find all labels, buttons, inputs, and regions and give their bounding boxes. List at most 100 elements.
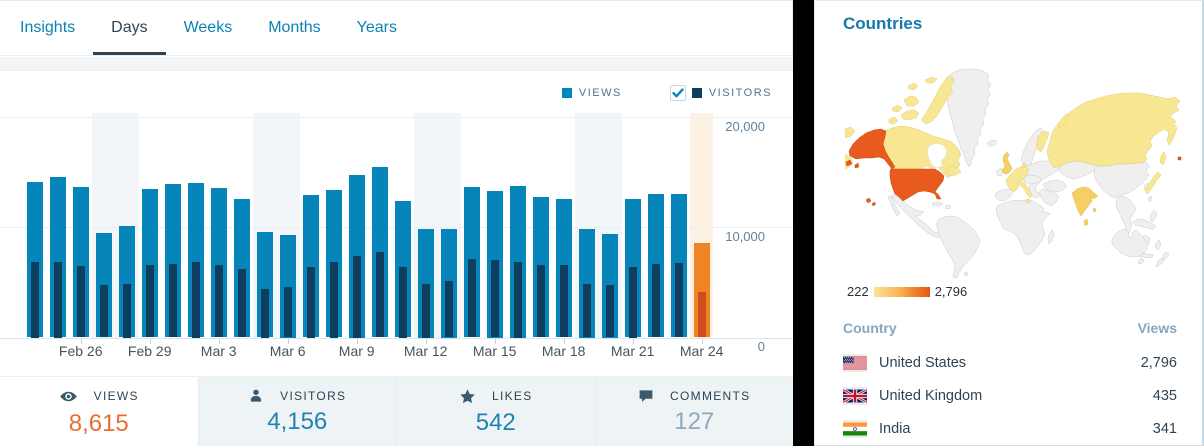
map-western-europe[interactable] — [1005, 165, 1030, 193]
map-hispaniola[interactable] — [944, 204, 952, 210]
map-tasmania[interactable] — [1137, 257, 1145, 265]
map-italy[interactable] — [1020, 181, 1033, 204]
bar-visitors-Mar 21[interactable] — [628, 267, 637, 338]
map-australia[interactable] — [1111, 228, 1148, 258]
map-philippines[interactable] — [1149, 209, 1158, 223]
summary-tab-likes[interactable]: LIKES 542 — [396, 377, 595, 446]
bar-visitors-Feb 26[interactable] — [76, 265, 85, 338]
bar-visitors-Mar 22[interactable] — [651, 264, 660, 338]
map-sakhalin[interactable] — [1159, 151, 1167, 166]
country-row-in[interactable]: India 341 — [843, 412, 1177, 445]
map-andaman[interactable] — [1092, 207, 1097, 213]
bar-visitors-Mar 13[interactable] — [444, 281, 453, 338]
map-united-states[interactable] — [889, 168, 945, 202]
map-ireland[interactable] — [996, 167, 1005, 177]
bar-visitors-Feb 24[interactable] — [30, 261, 39, 338]
map-russia[interactable] — [1046, 92, 1181, 169]
bar-visitors-Mar 1[interactable] — [168, 263, 177, 338]
map-cuba[interactable] — [931, 201, 944, 207]
period-tab-weeks[interactable]: Weeks — [183, 19, 233, 36]
country-views: 435 — [1152, 387, 1177, 404]
bar-visitors-Feb 25[interactable] — [53, 262, 62, 338]
y-axis-label: 10,000 — [725, 228, 765, 244]
map-taiwan[interactable] — [1147, 195, 1153, 203]
period-tab-years[interactable]: Years — [356, 19, 397, 36]
bar-visitors-Mar 11[interactable] — [398, 267, 407, 338]
bar-visitors-Mar 24[interactable] — [697, 291, 706, 338]
summary-label-text: VIEWS — [93, 389, 139, 403]
map-finland[interactable] — [1036, 130, 1050, 153]
bar-visitors-Mar 4[interactable] — [237, 269, 246, 338]
map-turkey[interactable] — [1022, 174, 1043, 185]
country-row-gb[interactable]: United Kingdom 435 — [843, 379, 1177, 412]
x-axis-label: Feb 26 — [58, 342, 103, 359]
map-island-dot[interactable] — [1177, 156, 1182, 161]
bar-chart: 0 10,000 20,000 Feb 26 Feb 29 Mar 3 Mar 6 Mar 9… — [0, 71, 793, 446]
bar-visitors-Mar 6[interactable] — [283, 287, 292, 338]
country-row-us[interactable]: United States 2,796 — [843, 346, 1177, 379]
visitors-checkbox[interactable] — [669, 85, 686, 101]
map-iran[interactable] — [1042, 179, 1068, 193]
map-arabia[interactable] — [1038, 188, 1060, 207]
map-iberia[interactable] — [994, 188, 1014, 202]
bar-visitors-Mar 12[interactable] — [421, 283, 430, 338]
x-axis-label: Mar 15 — [472, 342, 517, 359]
map-africa[interactable] — [995, 199, 1051, 256]
bar-visitors-Feb 27[interactable] — [99, 285, 108, 338]
map-baja[interactable] — [887, 195, 901, 217]
bar-visitors-Mar 2[interactable] — [191, 261, 200, 338]
map-iceland[interactable] — [986, 139, 998, 147]
bar-visitors-Mar 7[interactable] — [306, 266, 315, 338]
bar-visitors-Mar 3[interactable] — [214, 264, 223, 338]
map-greenland[interactable] — [944, 68, 992, 168]
bar-visitors-Mar 16[interactable] — [513, 261, 522, 338]
map-canada-islands[interactable] — [888, 75, 955, 125]
period-tab-insights[interactable]: Insights — [20, 19, 76, 36]
bar-visitors-Mar 19[interactable] — [582, 284, 591, 338]
period-tab-months[interactable]: Months — [268, 19, 321, 36]
bar-visitors-Mar 5[interactable] — [260, 288, 269, 338]
bar-visitors-Mar 9[interactable] — [352, 256, 361, 338]
bar-visitors-Mar 23[interactable] — [674, 263, 683, 338]
bar-visitors-Mar 10[interactable] — [375, 251, 384, 338]
bar-visitors-Feb 29[interactable] — [145, 264, 154, 338]
map-alaska[interactable] — [845, 128, 896, 170]
map-india[interactable] — [1071, 186, 1099, 217]
summary-tab-views[interactable]: VIEWS 8,615 — [0, 377, 198, 446]
map-falklands[interactable] — [963, 271, 969, 277]
chart-legend: VIEWS VISITORS — [561, 81, 772, 105]
bar-visitors-Mar 15[interactable] — [490, 260, 499, 338]
country-name: United States — [879, 354, 967, 371]
map-new-guinea[interactable] — [1132, 218, 1157, 230]
map-sulawesi[interactable] — [1154, 239, 1162, 251]
map-sri-lanka[interactable] — [1083, 218, 1089, 227]
summary-tab-comments[interactable]: COMMENTS 127 — [594, 377, 793, 446]
bar-visitors-Mar 20[interactable] — [605, 285, 614, 338]
map-new-zealand[interactable] — [1155, 251, 1170, 268]
map-china[interactable] — [1093, 161, 1150, 199]
bar-visitors-Mar 14[interactable] — [467, 259, 476, 338]
map-hawaii[interactable] — [865, 197, 877, 207]
map-denmark[interactable] — [1021, 162, 1027, 169]
bar-visitors-Mar 17[interactable] — [536, 265, 545, 338]
map-indochina[interactable] — [1115, 195, 1137, 236]
bar-visitors-Feb 28[interactable] — [122, 283, 131, 338]
stats-panel: Insights Days Weeks Months Years 0 10,000 20,0… — [0, 0, 793, 446]
map-madagascar[interactable] — [1047, 229, 1055, 245]
map-maritimes[interactable] — [945, 165, 962, 177]
map-mexico[interactable] — [891, 193, 942, 239]
views-swatch-icon — [561, 88, 572, 98]
map-novaya-zemlya[interactable] — [1057, 113, 1070, 129]
period-tab-days[interactable]: Days — [93, 1, 166, 55]
summary-tab-visitors[interactable]: VISITORS 4,156 — [197, 377, 396, 446]
world-map[interactable] — [845, 56, 1197, 280]
x-axis-label: Mar 12 — [403, 342, 448, 359]
country-header: Country — [843, 320, 897, 336]
x-axis-line — [0, 337, 793, 339]
map-japan[interactable] — [1144, 171, 1162, 195]
map-united-kingdom[interactable] — [1001, 151, 1013, 175]
scale-gradient-bar — [873, 286, 930, 297]
map-south-america[interactable] — [936, 215, 981, 279]
bar-visitors-Mar 18[interactable] — [559, 265, 568, 338]
bar-visitors-Mar 8[interactable] — [329, 262, 338, 338]
